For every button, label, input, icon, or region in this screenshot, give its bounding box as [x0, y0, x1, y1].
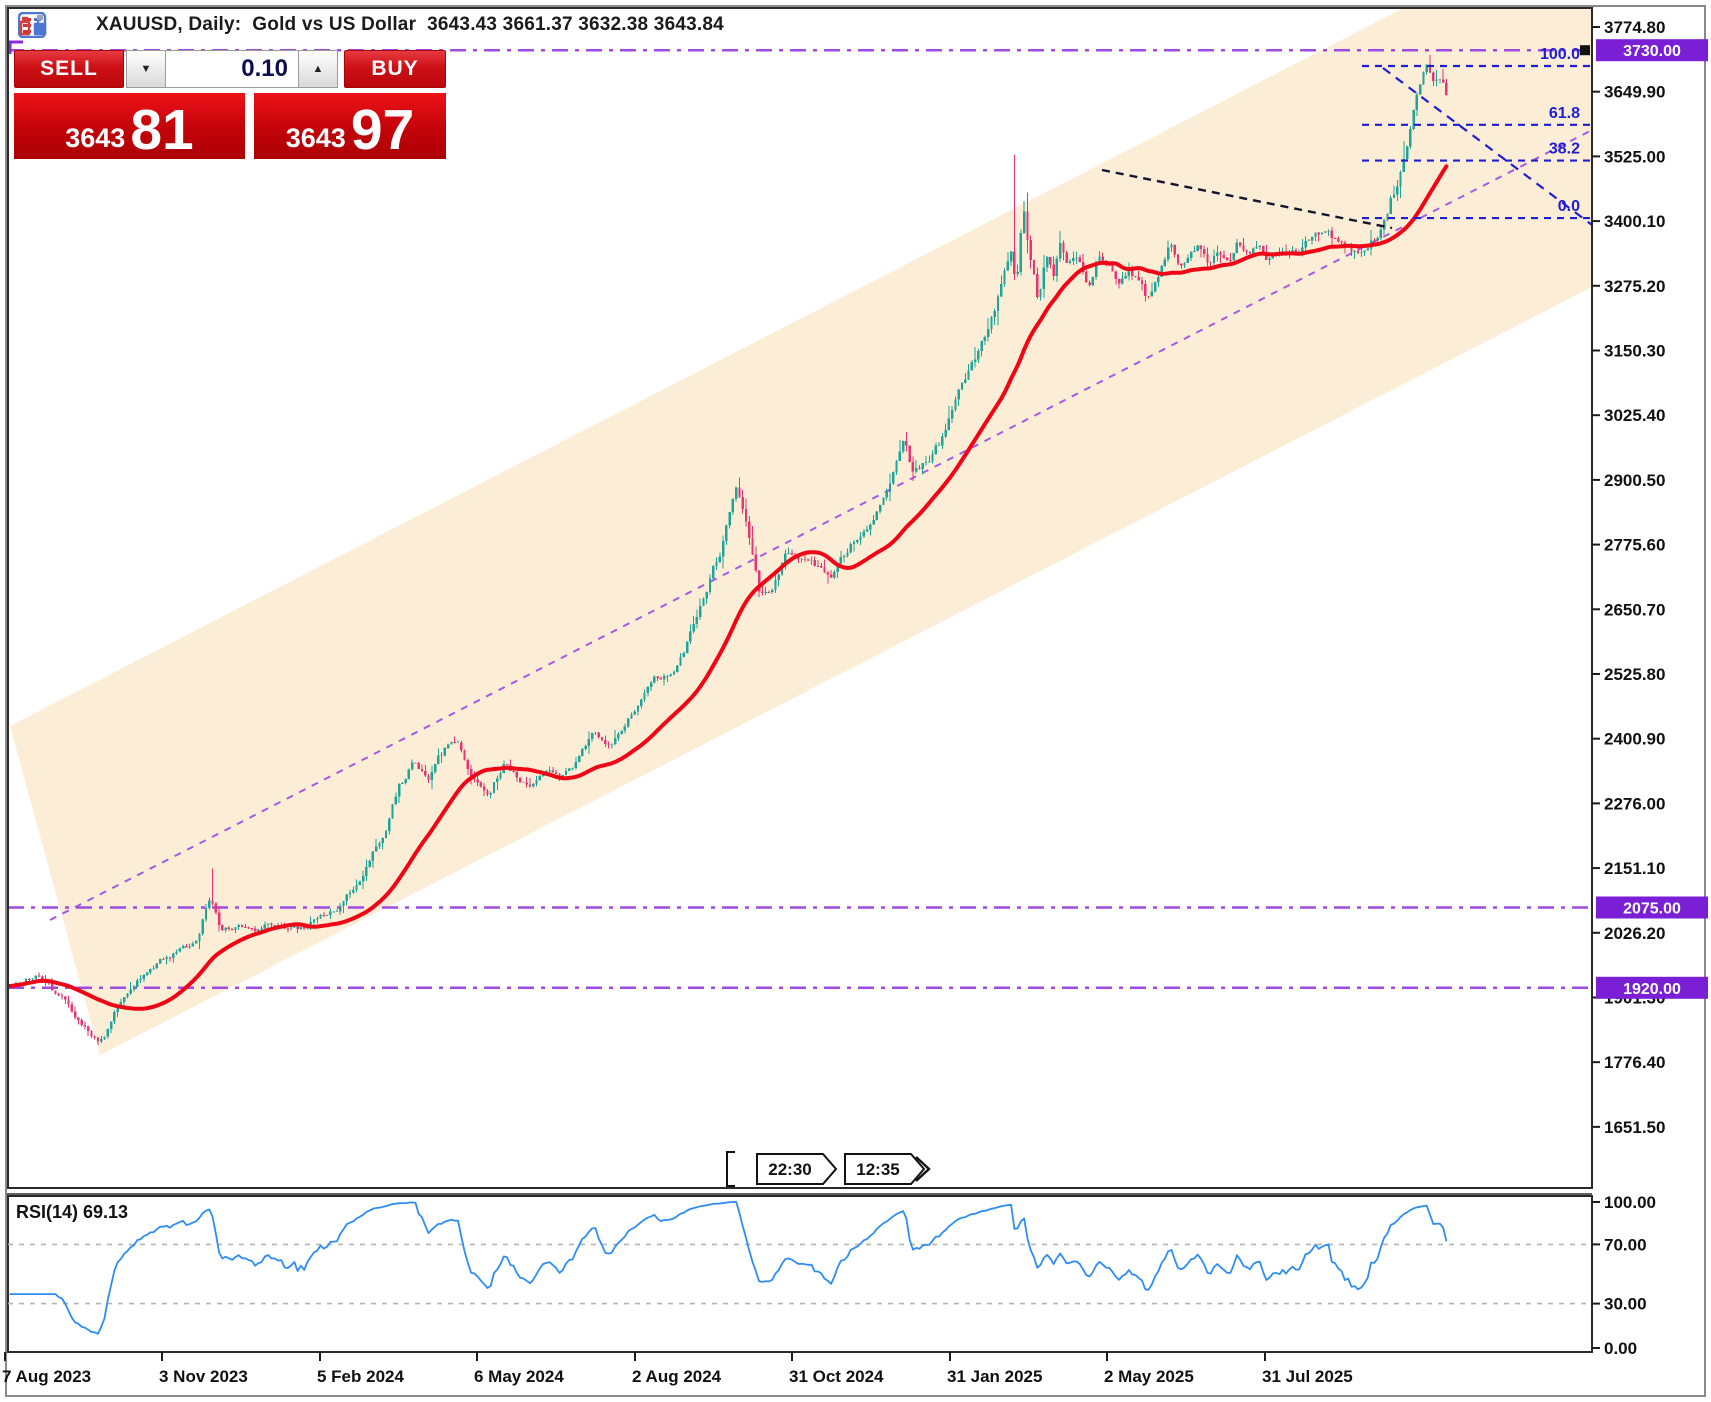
rsi-axis-label: 100.00 [1604, 1193, 1656, 1212]
price-axis: 3774.80 3649.90 3525.00 3400.10 3275.20 3150.… [1580, 18, 1708, 1137]
price-axis-label: 2151.10 [1604, 859, 1665, 878]
date-axis-label: 5 Feb 2024 [317, 1367, 404, 1386]
rsi-line [9, 1200, 1448, 1335]
fib-trendline [1382, 67, 1592, 226]
time-tag[interactable] [844, 1153, 926, 1185]
candlestick-series [8, 54, 1448, 1046]
price-axis-label: 3774.80 [1604, 18, 1665, 37]
bid-ask-row: 3643 81 3643 97 [14, 93, 446, 159]
price-axis-label: 3025.40 [1604, 406, 1665, 425]
chart-header: XAUUSD, Daily: Gold vs US Dollar 3643.43… [18, 12, 724, 38]
price-line-tag-label: 3730.00 [1623, 43, 1681, 60]
price-axis-label: 2900.50 [1604, 471, 1665, 490]
price-axis-label: 1776.40 [1604, 1053, 1665, 1072]
time-tag[interactable] [756, 1153, 838, 1185]
sell-button[interactable]: SELL [14, 50, 124, 88]
price-line-tag-label: 2075.00 [1623, 900, 1681, 917]
ask-price[interactable]: 3643 97 [254, 93, 446, 159]
main-plot-layer: 100.061.838.20.0 [8, 8, 1592, 1055]
price-axis-label: 2276.00 [1604, 794, 1665, 813]
window-frame [5, 5, 1706, 1397]
vline-bracket-marker [726, 1151, 735, 1187]
ask-pips: 97 [350, 97, 415, 162]
price-axis-label: 3525.00 [1604, 147, 1665, 166]
price-axis-label: 3649.90 [1604, 83, 1665, 102]
price-line-tag [1596, 976, 1708, 999]
date-axis-label: 2 May 2025 [1104, 1367, 1194, 1386]
buy-button[interactable]: BUY [344, 50, 446, 88]
date-axis-label: 2 Aug 2024 [632, 1367, 722, 1386]
main-plot-border [7, 7, 1593, 1189]
descending-trendline [1101, 168, 1393, 230]
date-axis-label: 7 Aug 2023 [2, 1367, 91, 1386]
bid-main: 3643 [65, 123, 126, 153]
object-anchor-mark [8, 40, 23, 54]
rsi-panel: RSI(14) 69.13 100.00 70.00 30.00 0.00 [8, 1193, 1656, 1358]
price-axis-label: 2650.70 [1604, 600, 1665, 619]
rsi-axis-label: 0.00 [1604, 1339, 1637, 1358]
ma-line [8, 164, 1449, 1011]
price-axis-label: 1651.50 [1604, 1118, 1665, 1137]
time-tag-label: 22:30 [768, 1160, 811, 1179]
volume-increase-button[interactable]: ▲ [298, 50, 338, 88]
fib-label: 100.0 [1540, 46, 1580, 63]
rsi-plot-border [7, 1195, 1593, 1353]
channel-median-line [49, 129, 1592, 921]
date-axis-label: 31 Jan 2025 [947, 1367, 1042, 1386]
price-axis-label: 3275.20 [1604, 277, 1665, 296]
price-axis-label: 2400.90 [1604, 730, 1665, 749]
price-line-tag [1596, 39, 1708, 62]
fib-label: 38.2 [1549, 141, 1580, 158]
volume-decrease-button[interactable]: ▼ [126, 50, 166, 88]
trade-controls-row: SELL ▼ 0.10 ▲ BUY [14, 50, 446, 88]
date-axis-label: 31 Jul 2025 [1262, 1367, 1353, 1386]
rsi-label: RSI(14) 69.13 [16, 1202, 128, 1222]
fib-label: 61.8 [1549, 105, 1580, 122]
time-tag-label: 12:35 [856, 1160, 899, 1179]
sentiment-icon[interactable] [19, 12, 87, 38]
price-axis-label: 2026.20 [1604, 924, 1665, 943]
date-axis-label: 3 Nov 2023 [159, 1367, 248, 1386]
price-axis-label: 2525.80 [1604, 665, 1665, 684]
volume-input[interactable]: 0.10 [166, 50, 298, 88]
date-axis-label: 31 Oct 2024 [789, 1367, 884, 1386]
price-line-tag [1596, 896, 1708, 919]
one-click-trading-panel: SELL ▼ 0.10 ▲ BUY 3643 81 3643 97 [14, 50, 446, 159]
price-axis-label: 3150.30 [1604, 341, 1665, 360]
bid-pips: 81 [130, 97, 194, 162]
bid-price[interactable]: 3643 81 [14, 93, 245, 159]
rsi-axis-label: 30.00 [1604, 1295, 1647, 1314]
price-axis-label: 3400.10 [1604, 212, 1665, 231]
date-axis: 7 Aug 2023 3 Nov 2023 5 Feb 2024 6 May 2024… [2, 1352, 1353, 1386]
chart-title: XAUUSD, Daily: Gold vs US Dollar 3643.43… [96, 14, 724, 35]
rsi-axis-label: 70.00 [1604, 1235, 1647, 1254]
ask-main: 3643 [285, 123, 346, 153]
date-axis-label: 6 May 2024 [474, 1367, 564, 1386]
price-line-tag-label: 1920.00 [1623, 981, 1681, 998]
price-axis-label: 2775.60 [1604, 536, 1665, 555]
